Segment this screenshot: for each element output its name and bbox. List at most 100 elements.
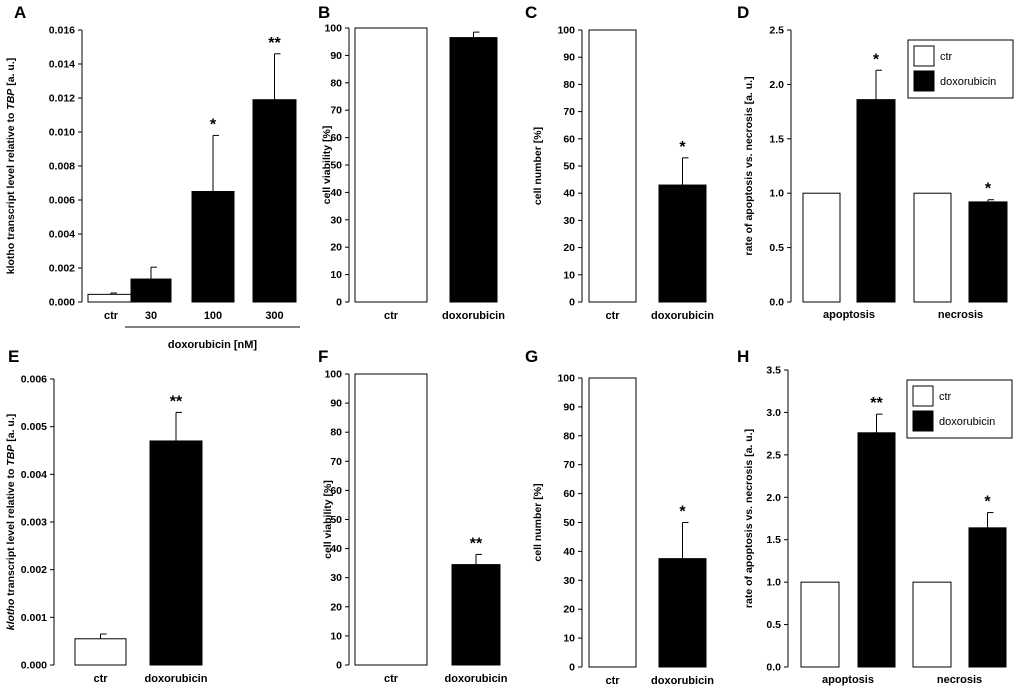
significance-marker-doxorubicin: ** [170, 393, 183, 410]
y-axis-label-part: klotho transcript level relative to [5, 110, 17, 275]
y-tick-label-b: 50 [330, 160, 342, 172]
bar-ctr [87, 293, 135, 303]
y-tick-label-c: 10 [563, 269, 575, 281]
legend-swatch-ctr [913, 45, 935, 67]
bar-doxorubicin [449, 37, 498, 303]
y-tick-label-b: 70 [330, 105, 342, 117]
x-category-label-ctr: ctr [605, 675, 620, 687]
y-tick-label-e: 0.001 [21, 612, 47, 624]
y-axis-label-h: rate of apoptosis vs. necrosis [a. u.] [743, 429, 755, 608]
significance-marker-doxorubicin: ** [470, 535, 483, 552]
legend-label-doxorubicin: doxorubicin [940, 76, 996, 88]
bar-doxorubicin-apoptosis [857, 432, 896, 668]
y-tick-label-h: 1.0 [766, 577, 781, 589]
bar-ctr [354, 373, 428, 666]
y-tick-label-g: 20 [563, 604, 575, 616]
panel-label-f: F [318, 347, 328, 366]
bar-ctr [588, 29, 637, 303]
y-tick-label-a: 0.006 [49, 195, 75, 207]
y-tick-label-e: 0.003 [21, 517, 47, 529]
y-tick-label-b: 80 [330, 77, 342, 89]
x-category-label-100: 100 [204, 310, 222, 322]
x-category-label-doxorubicin: doxorubicin [442, 310, 505, 322]
y-tick-label-h: 1.5 [766, 534, 781, 546]
y-tick-label-c: 80 [563, 79, 575, 91]
y-tick-label-f: 10 [330, 630, 342, 642]
y-tick-label-e: 0.004 [21, 469, 47, 481]
y-tick-label-c: 30 [563, 215, 575, 227]
y-tick-label-h: 2.5 [766, 449, 781, 461]
y-tick-label-e: 0.000 [21, 660, 47, 672]
legend-swatch-doxorubicin [913, 70, 935, 92]
y-tick-label-a: 0.002 [49, 263, 75, 275]
bar-doxorubicin [658, 558, 707, 668]
y-tick-label-h: 2.0 [766, 492, 781, 504]
x-category-label-doxorubicin: doxorubicin [445, 673, 508, 685]
legend-label-ctr: ctr [939, 391, 952, 403]
bar-doxorubicin-apoptosis [856, 99, 896, 303]
y-tick-label-h: 3.0 [766, 407, 781, 419]
legend-label-doxorubicin: doxorubicin [939, 416, 995, 428]
bar-doxorubicin [149, 440, 203, 666]
y-tick-label-g: 50 [563, 517, 575, 529]
bar-100 [191, 191, 235, 303]
y-axis-label-a: klotho transcript level relative to TBP … [5, 58, 17, 274]
panel-label-c: C [525, 3, 537, 22]
x-category-label-necrosis: necrosis [937, 674, 982, 686]
y-tick-label-g: 60 [563, 488, 575, 500]
y-tick-label-h: 0.0 [766, 662, 781, 674]
y-tick-label-f: 30 [330, 572, 342, 584]
y-tick-label-b: 20 [330, 242, 342, 254]
bar-30 [130, 278, 172, 303]
y-tick-label-d: 2.0 [769, 79, 784, 91]
bar-doxorubicin-necrosis [968, 527, 1007, 668]
y-axis-label-part: transcript level relative to [5, 466, 17, 599]
y-tick-label-c: 90 [563, 52, 575, 64]
significance-marker-doxorubicin-apoptosis: ** [870, 395, 883, 412]
y-axis-label-part: [a. u.] [5, 414, 17, 445]
y-tick-label-d: 2.5 [769, 25, 784, 37]
y-axis-label-part: TBP [5, 444, 17, 466]
y-tick-label-b: 30 [330, 214, 342, 226]
y-tick-label-c: 60 [563, 133, 575, 145]
legend-swatch-doxorubicin [912, 410, 934, 432]
y-axis-label-c: cell number [%] [532, 127, 544, 205]
y-tick-label-b: 60 [330, 132, 342, 144]
y-tick-label-a: 0.014 [49, 59, 75, 71]
panel-label-d: D [737, 3, 749, 22]
y-tick-label-b: 90 [330, 50, 342, 62]
x-category-label-apoptosis: apoptosis [822, 674, 874, 686]
legend-swatch-ctr [912, 385, 934, 407]
legend-label-ctr: ctr [940, 51, 953, 63]
panel-label-b: B [318, 3, 330, 22]
y-tick-label-b: 0 [336, 297, 342, 309]
y-tick-label-d: 1.5 [769, 133, 784, 145]
x-category-label-necrosis: necrosis [938, 309, 983, 321]
y-tick-label-d: 0.5 [769, 242, 784, 254]
y-tick-label-g: 90 [563, 401, 575, 413]
y-tick-label-g: 100 [557, 373, 575, 385]
y-tick-label-f: 90 [330, 398, 342, 410]
y-axis-label-d: rate of apoptosis vs. necrosis [a. u.] [743, 76, 755, 255]
x-category-label-apoptosis: apoptosis [823, 309, 875, 321]
y-tick-label-b: 40 [330, 187, 342, 199]
y-tick-label-a: 0.004 [49, 229, 75, 241]
y-axis-label-b: cell viability [%] [321, 126, 333, 205]
bar-ctr-necrosis [912, 581, 952, 668]
bar-ctr-necrosis [913, 192, 952, 303]
y-tick-label-h: 0.5 [766, 619, 781, 631]
bar-ctr [588, 377, 637, 668]
bar-doxorubicin [658, 184, 707, 303]
significance-marker-doxorubicin-necrosis: * [985, 181, 992, 198]
y-axis-label-e: klotho transcript level relative to TBP … [5, 414, 17, 630]
x-category-label-ctr: ctr [605, 310, 620, 322]
bar-ctr-apoptosis [802, 192, 841, 303]
y-tick-label-c: 40 [563, 188, 575, 200]
